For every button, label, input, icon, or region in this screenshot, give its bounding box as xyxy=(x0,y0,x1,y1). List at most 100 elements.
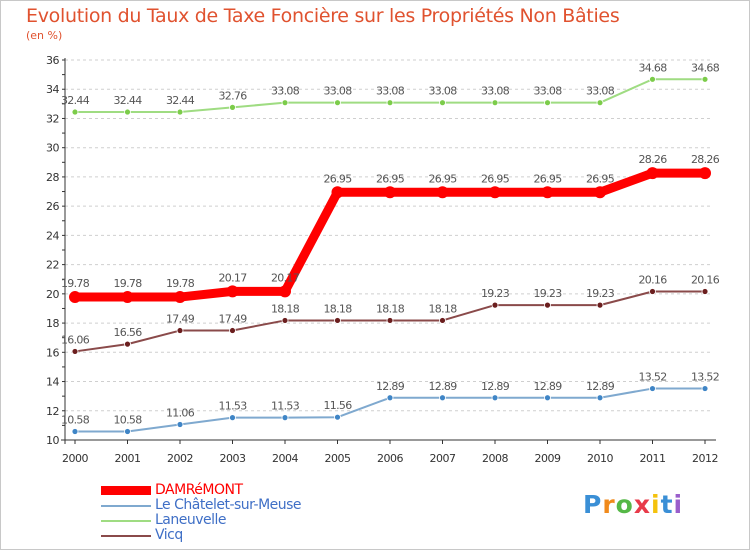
y-tick-18: 18 xyxy=(46,317,59,330)
data-point-vicq-2001 xyxy=(124,340,131,348)
data-label-vicq-2008: 19.23 xyxy=(481,287,510,300)
logo-letter: r xyxy=(602,490,616,519)
data-label-le-chatelet-sur-meuse-2004: 11.53 xyxy=(271,400,300,413)
data-point-vicq-2006 xyxy=(386,317,394,324)
data-label-le-chatelet-sur-meuse-2001: 10.58 xyxy=(114,414,143,427)
data-label-laneuvelle-2000: 32.44 xyxy=(61,94,90,107)
y-tick-34: 34 xyxy=(46,83,59,96)
data-label-laneuvelle-2007: 33.08 xyxy=(429,85,458,98)
data-label-damremont-2005: 26.95 xyxy=(324,172,353,185)
data-label-laneuvelle-2008: 33.08 xyxy=(481,85,510,98)
data-label-laneuvelle-2003: 32.76 xyxy=(219,89,248,102)
data-point-laneuvelle-2010 xyxy=(596,99,604,107)
data-point-damremont-2011 xyxy=(646,167,659,180)
data-point-vicq-2009 xyxy=(544,301,551,309)
data-point-damremont-2007 xyxy=(436,186,449,199)
x-tick-2009: 2009 xyxy=(535,452,561,465)
data-label-laneuvelle-2009: 33.08 xyxy=(534,85,563,98)
data-label-vicq-2006: 18.18 xyxy=(376,302,405,315)
data-label-damremont-2002: 19.78 xyxy=(166,277,195,290)
data-label-damremont-2000: 19.78 xyxy=(61,277,90,290)
x-tick-2008: 2008 xyxy=(482,452,508,465)
x-tick-2001: 2001 xyxy=(115,452,141,465)
data-point-damremont-2008 xyxy=(489,186,501,199)
data-point-vicq-2003 xyxy=(229,327,236,334)
data-point-le-chatelet-sur-meuse-2010 xyxy=(596,394,604,402)
logo-letter: o xyxy=(615,490,634,519)
data-point-le-chatelet-sur-meuse-2007 xyxy=(439,394,446,402)
data-label-vicq-2004: 18.18 xyxy=(271,302,300,315)
x-tick-2005: 2005 xyxy=(325,452,351,465)
data-point-vicq-2010 xyxy=(596,301,604,309)
data-label-damremont-2011: 28.26 xyxy=(639,153,668,166)
legend-label-damremont: DAMRéMONT xyxy=(155,482,243,498)
data-label-damremont-2001: 19.78 xyxy=(114,277,143,290)
data-point-le-chatelet-sur-meuse-2001 xyxy=(124,428,131,435)
x-tick-2002: 2002 xyxy=(167,452,193,465)
y-tick-24: 24 xyxy=(46,229,59,242)
data-label-laneuvelle-2010: 33.08 xyxy=(586,85,615,98)
y-tick-22: 22 xyxy=(46,259,59,272)
data-point-le-chatelet-sur-meuse-2000 xyxy=(71,428,79,435)
legend-swatch-damremont xyxy=(101,486,151,495)
y-tick-16: 16 xyxy=(46,346,59,359)
x-tick-2007: 2007 xyxy=(430,452,456,465)
data-point-le-chatelet-sur-meuse-2012 xyxy=(701,385,709,392)
data-label-damremont-2009: 26.95 xyxy=(534,172,563,185)
data-label-damremont-2004: 20.17 xyxy=(271,271,300,284)
logo-letter: i xyxy=(651,490,661,519)
data-label-vicq-2001: 16.56 xyxy=(114,326,143,339)
data-point-laneuvelle-2004 xyxy=(281,99,289,107)
data-label-vicq-2011: 20.16 xyxy=(639,274,668,287)
y-tick-10: 10 xyxy=(46,434,59,447)
data-point-laneuvelle-2005 xyxy=(334,99,341,107)
data-point-le-chatelet-sur-meuse-2005 xyxy=(334,413,341,421)
y-tick-36: 36 xyxy=(46,54,59,67)
chart-title: Evolution du Taux de Taxe Foncière sur l… xyxy=(26,5,620,27)
tick-labels: 10 12 14 16 18 20 22 24 26 28 30 32 34 36 2000 2001 2002… xyxy=(46,54,719,465)
data-label-vicq-2005: 18.18 xyxy=(324,302,353,315)
data-point-le-chatelet-sur-meuse-2003 xyxy=(229,414,236,422)
data-label-damremont-2008: 26.95 xyxy=(481,172,510,185)
data-point-le-chatelet-sur-meuse-2006 xyxy=(386,394,394,402)
logo-letter: i xyxy=(673,490,684,519)
legend-label-le-chatelet-sur-meuse: Le Châtelet-sur-Meuse xyxy=(155,497,302,513)
data-point-laneuvelle-2012 xyxy=(701,75,709,83)
data-point-vicq-2008 xyxy=(491,301,499,309)
axes xyxy=(61,58,716,444)
data-label-laneuvelle-2012: 34.68 xyxy=(691,61,720,74)
data-label-damremont-2006: 26.95 xyxy=(376,172,405,185)
data-labels: 10.58 10.58 11.06 11.53 11.53 11.56 12.89 12.89… xyxy=(61,61,720,426)
data-point-laneuvelle-2008 xyxy=(491,99,499,107)
data-label-vicq-2007: 18.18 xyxy=(429,302,458,315)
unit-label: (en %) xyxy=(26,29,63,42)
data-label-damremont-2003: 20.17 xyxy=(219,271,248,284)
data-point-damremont-2005 xyxy=(331,186,344,199)
legend-swatch-vicq xyxy=(101,535,151,537)
series-group xyxy=(69,75,711,435)
data-label-le-chatelet-sur-meuse-2005: 11.56 xyxy=(324,399,353,412)
data-point-vicq-2002 xyxy=(176,327,184,334)
data-point-le-chatelet-sur-meuse-2002 xyxy=(176,421,184,428)
data-point-damremont-2002 xyxy=(174,291,186,304)
data-point-laneuvelle-2007 xyxy=(439,99,446,107)
x-tick-2004: 2004 xyxy=(272,452,298,465)
x-tick-2006: 2006 xyxy=(377,452,403,465)
proxiti-logo: Proxiti xyxy=(583,490,683,519)
data-label-damremont-2007: 26.95 xyxy=(429,172,458,185)
data-label-damremont-2012: 28.26 xyxy=(691,153,720,166)
x-tick-2003: 2003 xyxy=(220,452,246,465)
y-tick-26: 26 xyxy=(46,200,59,213)
data-point-damremont-2000 xyxy=(69,291,81,304)
data-point-damremont-2009 xyxy=(541,186,554,199)
data-point-vicq-2004 xyxy=(281,317,289,324)
data-label-laneuvelle-2005: 33.08 xyxy=(324,85,353,98)
data-point-le-chatelet-sur-meuse-2004 xyxy=(281,414,289,422)
data-label-vicq-2012: 20.16 xyxy=(691,274,720,287)
logo-letter: x xyxy=(633,490,651,519)
data-label-le-chatelet-sur-meuse-2007: 12.89 xyxy=(429,380,458,393)
data-point-vicq-2007 xyxy=(439,317,446,324)
data-point-le-chatelet-sur-meuse-2008 xyxy=(491,394,499,402)
data-point-damremont-2012 xyxy=(699,167,711,180)
